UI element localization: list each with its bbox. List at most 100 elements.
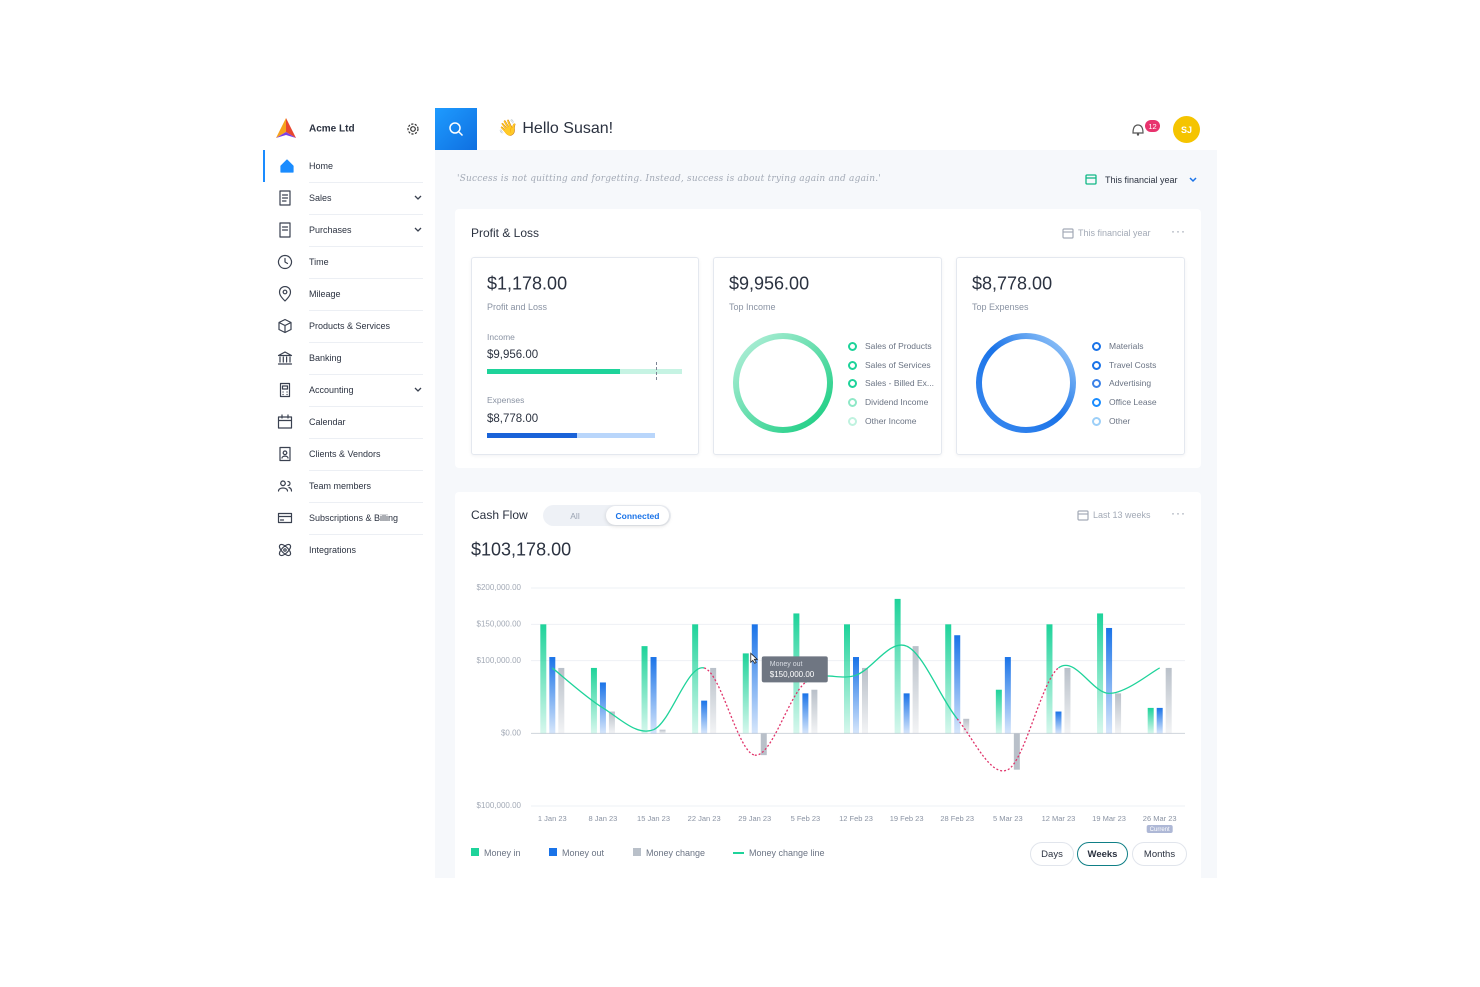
bar (650, 657, 657, 734)
nav-item[interactable]: Products & Services (263, 310, 435, 342)
legend-dot (1092, 342, 1101, 351)
nav-item[interactable]: Subscriptions & Billing (263, 502, 435, 534)
settings-icon[interactable] (406, 122, 420, 136)
chevron-shape (414, 387, 422, 392)
legend-marker (549, 848, 557, 856)
legend-dot (848, 416, 857, 426)
income-donut (733, 333, 833, 433)
bar (954, 635, 961, 734)
bar (558, 667, 565, 734)
nav-item[interactable]: Home (263, 150, 435, 182)
nav-item[interactable]: Time (263, 246, 435, 278)
expenses-donut (976, 333, 1076, 433)
line-segment (906, 645, 958, 720)
more-menu[interactable]: ··· (1171, 224, 1186, 238)
bar (1004, 657, 1011, 734)
nav-item[interactable]: Team members (263, 470, 435, 502)
greeting: 👋 Hello Susan! (498, 120, 614, 137)
legend-label: Travel Costs (1109, 359, 1157, 370)
y-tick-label: $100,000.00 (477, 656, 522, 665)
nav-item[interactable]: Integrations (263, 534, 435, 566)
bar (894, 598, 901, 734)
panel-period[interactable]: This financial year (1078, 228, 1151, 238)
bar (1097, 613, 1104, 734)
bar (1115, 693, 1122, 734)
income-label: Income (487, 332, 515, 342)
nav-icon (278, 286, 292, 302)
line-segment (1058, 664, 1110, 695)
chevron (414, 195, 422, 200)
icon-shape (277, 351, 293, 365)
nav-item[interactable]: Mileage (263, 278, 435, 310)
nav-item[interactable]: Sales (263, 182, 435, 214)
bar (1046, 624, 1053, 734)
nav-icon (279, 190, 291, 206)
range-button[interactable]: Days (1030, 842, 1074, 866)
separator (309, 278, 423, 279)
logo (276, 118, 296, 138)
period-select[interactable]: This financial year (1105, 175, 1178, 185)
calendar-icon (1077, 510, 1089, 521)
legend-label: Money change line (749, 848, 825, 858)
chevron (1189, 177, 1197, 183)
nav-label: Accounting (309, 385, 354, 395)
panel-title: Cash Flow (471, 508, 528, 522)
amount: $1,178.00 (487, 273, 568, 294)
avatar[interactable]: SJ (1173, 116, 1200, 143)
x-tick-label: 1 Jan 23 (538, 814, 567, 823)
bar (760, 733, 767, 756)
notifications-icon[interactable] (1130, 121, 1146, 137)
y-tick-label: $150,000.00 (477, 619, 522, 628)
nav-item[interactable]: Clients & Vendors (263, 438, 435, 470)
nav-icon (278, 318, 292, 334)
bar (862, 667, 868, 734)
nav-icon (280, 159, 294, 173)
icon-shape (279, 222, 291, 238)
legend-label: Sales of Services (865, 359, 931, 370)
legend-label: Sales - Billed Ex... (865, 378, 934, 389)
x-tick-label: 28 Feb 23 (940, 814, 974, 823)
nav-icon (277, 351, 293, 365)
current-badge (1146, 825, 1173, 833)
legend-label: Sales of Products (865, 341, 932, 351)
range-button[interactable]: Months (1132, 842, 1187, 866)
nav-item[interactable]: Calendar (263, 406, 435, 438)
filter-option[interactable]: Connected (606, 506, 669, 525)
more-menu[interactable]: ··· (1171, 506, 1186, 520)
notification-badge: 12 (1145, 120, 1160, 132)
separator (309, 502, 423, 503)
nav-item[interactable]: Banking (263, 342, 435, 374)
icon-shape (277, 480, 293, 492)
legend-marker (633, 848, 641, 856)
nav-icon (279, 446, 291, 462)
nav-item[interactable]: Accounting (263, 374, 435, 406)
icon-shape (277, 254, 293, 270)
filter-option[interactable]: All (570, 510, 580, 521)
bar (549, 657, 556, 734)
icon-shape (277, 414, 293, 429)
x-tick-label: 15 Jan 23 (637, 814, 670, 823)
x-tick-label: 12 Mar 23 (1042, 814, 1076, 823)
nav-label: Integrations (309, 545, 357, 555)
nav-label: Sales (309, 193, 332, 203)
range-button[interactable]: Weeks (1077, 842, 1128, 866)
separator (309, 406, 423, 407)
icon-shape (279, 190, 291, 206)
legend-label: Materials (1109, 341, 1144, 351)
bar (1013, 733, 1020, 770)
legend-dot (1092, 398, 1101, 408)
chevron (414, 227, 422, 232)
search-button[interactable] (435, 108, 477, 150)
nav-label: Team members (309, 481, 372, 491)
bar (802, 693, 809, 734)
expenses-label: Expenses (487, 395, 525, 405)
legend-marker (733, 852, 744, 854)
bar (701, 700, 708, 734)
panel-period[interactable]: Last 13 weeks (1093, 510, 1151, 520)
nav-item[interactable]: Purchases (263, 214, 435, 246)
nav-label: Subscriptions & Billing (309, 513, 399, 523)
amount: $9,956.00 (729, 273, 810, 294)
x-tick-label: 8 Jan 23 (589, 814, 618, 823)
separator (309, 246, 423, 247)
y-tick-label: $200,000.00 (477, 583, 522, 592)
